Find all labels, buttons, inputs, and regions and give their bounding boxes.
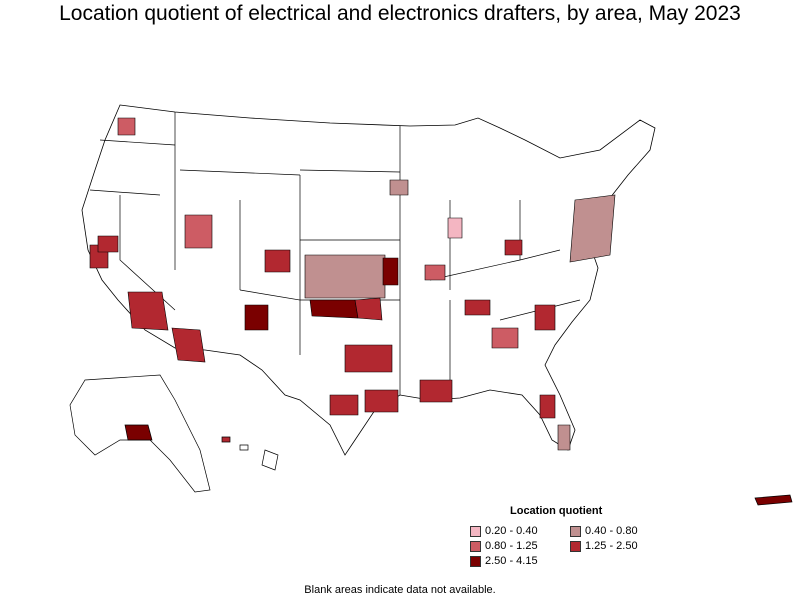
legend-label: 0.20 - 0.40 bbox=[485, 525, 538, 537]
area-phoenix bbox=[171, 327, 206, 363]
border-dakotas bbox=[299, 169, 401, 173]
area-houston bbox=[364, 389, 399, 413]
map-title: Location quotient of electrical and elec… bbox=[59, 2, 741, 25]
area-tulsa bbox=[354, 297, 383, 321]
area-st-louis bbox=[424, 264, 446, 281]
area-kansas-city bbox=[382, 257, 399, 286]
border-wa-or bbox=[99, 139, 176, 146]
area-washington-seattle bbox=[117, 117, 136, 136]
area-wisconsin bbox=[389, 179, 409, 196]
alaska-anchorage bbox=[124, 424, 153, 441]
hawaii bbox=[221, 436, 279, 471]
legend-item: 0.40 - 0.80 bbox=[570, 525, 670, 537]
area-salt-lake bbox=[184, 214, 213, 249]
legend-swatch bbox=[470, 555, 481, 567]
puerto-rico-outline bbox=[754, 494, 793, 506]
area-sacramento bbox=[97, 235, 119, 253]
metro-areas bbox=[89, 117, 616, 451]
map-legend: Location quotient 0.20 - 0.40 0.40 - 0.8… bbox=[470, 505, 670, 567]
area-dallas bbox=[344, 344, 393, 373]
legend-label: 2.50 - 4.15 bbox=[485, 555, 538, 567]
alaska bbox=[69, 374, 211, 493]
legend-item: 1.25 - 2.50 bbox=[570, 540, 670, 552]
area-carolina bbox=[534, 304, 556, 331]
hawaii-island-3 bbox=[261, 449, 279, 471]
hawaii-island-1 bbox=[221, 436, 231, 443]
footnote: Blank areas indicate data not available. bbox=[304, 584, 496, 596]
hawaii-island-2 bbox=[239, 444, 249, 451]
area-denver bbox=[264, 249, 291, 273]
legend-label: 0.80 - 1.25 bbox=[485, 540, 538, 552]
legend-item: 2.50 - 4.15 bbox=[470, 555, 570, 567]
area-southern-ca bbox=[127, 291, 169, 331]
legend-label: 1.25 - 2.50 bbox=[585, 540, 638, 552]
border-mt-wy bbox=[179, 169, 301, 176]
area-chicago bbox=[447, 217, 463, 239]
area-oklahoma-city bbox=[309, 299, 359, 319]
legend-item: 0.80 - 1.25 bbox=[470, 540, 570, 552]
area-northeast-corridor bbox=[569, 194, 616, 263]
legend-items: 0.20 - 0.40 0.40 - 0.80 0.80 - 1.25 1.25… bbox=[470, 525, 670, 567]
legend-swatch bbox=[470, 540, 481, 552]
area-louisiana bbox=[419, 379, 453, 403]
legend-swatch bbox=[570, 540, 581, 552]
area-florida-south bbox=[557, 424, 571, 451]
area-ohio bbox=[504, 239, 523, 256]
area-florida bbox=[539, 394, 556, 419]
legend-label: 0.40 - 0.80 bbox=[585, 525, 638, 537]
border-or-ca bbox=[89, 189, 161, 196]
border-nm-tx bbox=[239, 289, 301, 355]
legend-swatch bbox=[470, 525, 481, 537]
area-austin bbox=[329, 394, 359, 416]
area-tennessee bbox=[464, 299, 491, 316]
legend-swatch bbox=[570, 525, 581, 537]
area-kansas-nonmetro bbox=[304, 254, 386, 299]
area-atlanta bbox=[491, 327, 519, 349]
legend-item: 0.20 - 0.40 bbox=[470, 525, 570, 537]
puerto-rico bbox=[754, 494, 793, 506]
area-albuquerque bbox=[244, 304, 269, 331]
legend-title: Location quotient bbox=[510, 505, 603, 517]
